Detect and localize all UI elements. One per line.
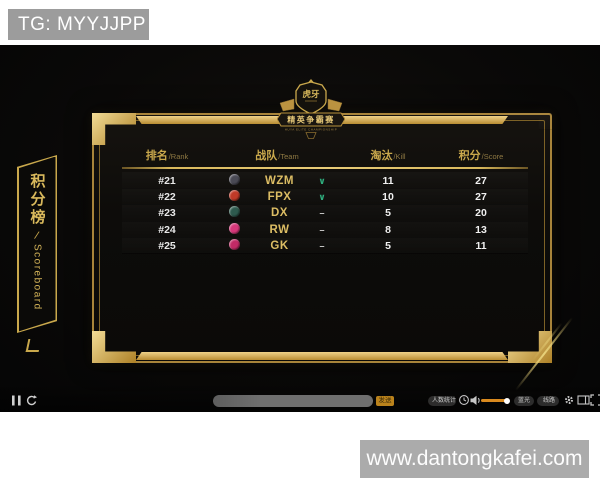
- crest-tail: [305, 132, 317, 139]
- team-header-en: /Team: [278, 152, 299, 161]
- kills-cell: 8: [385, 223, 391, 236]
- scoreboard-title-zh: 积分榜: [28, 172, 46, 227]
- table-row: #25 GK – 5 11: [122, 236, 528, 255]
- frame-corner-top-right: [508, 113, 552, 130]
- team-logo-cell: [212, 188, 257, 206]
- scoreboard-title-en: Scoreboard: [31, 243, 43, 311]
- trend-icon: –: [319, 240, 325, 251]
- kill-column-header: 淘汰/Kill: [342, 146, 434, 164]
- pause-button[interactable]: [10, 394, 23, 407]
- frame-corner-bottom-left: [92, 331, 136, 363]
- score-cell: 27: [475, 191, 487, 204]
- score-cell: 11: [475, 239, 487, 252]
- team-name-cell: WZM: [265, 175, 294, 187]
- rank-cell: #24: [158, 223, 176, 236]
- crest-top-point: [308, 79, 314, 82]
- team-name-cell: FPX: [267, 191, 292, 204]
- gold-chevron-decoration: [25, 339, 42, 352]
- trend-icon: –: [319, 208, 325, 219]
- tournament-crest: 虎牙 精英争霸赛 HUYA ELITE CHAMPIONSHIP: [277, 79, 345, 139]
- frame-corner-top-left: [92, 113, 136, 145]
- crest-brand-text: 虎牙: [302, 89, 320, 99]
- route-label: 线路: [543, 398, 556, 404]
- video-player: 积分榜 / Scoreboard 虎牙: [0, 45, 600, 412]
- refresh-button[interactable]: [25, 394, 38, 407]
- kills-cell: 5: [385, 239, 391, 252]
- score-cell: 13: [475, 223, 487, 236]
- team-logo: [229, 174, 240, 185]
- team-logo-cell: [212, 237, 257, 255]
- scoreboard-side-badge-inner: 积分榜 / Scoreboard: [18, 156, 56, 332]
- team-logo: [229, 238, 240, 250]
- rank-column-header: 排名/Rank: [122, 146, 212, 164]
- team-name-cell: GK: [270, 239, 289, 252]
- clock-icon[interactable]: [458, 394, 471, 407]
- volume-knob[interactable]: [504, 397, 510, 404]
- rank-cell: #22: [158, 191, 176, 204]
- frame-corner-bottom-right: [508, 331, 552, 363]
- rank-cell: #25: [158, 239, 176, 252]
- kill-header-zh: 淘汰: [370, 150, 393, 162]
- rank-cell: #23: [158, 207, 176, 220]
- tg-watermark: TG: MYYJJPP: [8, 9, 149, 40]
- team-logo-cell: [212, 204, 257, 222]
- scoreboard-table: 排名/Rank 战队/Team 淘汰/Kill 积分/Score: [122, 145, 528, 253]
- table-body: #21 WZM ∨ 11 27 #22: [122, 172, 528, 253]
- score-cell: 27: [475, 175, 487, 187]
- theater-mode-icon[interactable]: [577, 394, 590, 407]
- crest-ribbon: [277, 112, 345, 127]
- table-header: 排名/Rank 战队/Team 淘汰/Kill 积分/Score: [122, 145, 528, 165]
- team-logo-cell: [212, 221, 257, 239]
- table-row: #22 FPX ∨ 10 27: [122, 188, 528, 206]
- team-logo: [229, 206, 240, 218]
- rank-cell: #21: [158, 175, 176, 187]
- site-watermark: www.dantongkafei.com: [360, 440, 589, 478]
- rank-header-en: /Rank: [168, 152, 189, 161]
- route-button[interactable]: 线路: [537, 396, 559, 406]
- team-header-zh: 战队: [255, 150, 278, 162]
- table-row: #21 WZM ∨ 11 27: [122, 172, 528, 190]
- volume-slider[interactable]: [481, 397, 510, 404]
- kills-cell: 10: [382, 191, 394, 204]
- fullscreen-icon[interactable]: [590, 394, 600, 407]
- team-name-cell: RW: [269, 223, 290, 236]
- settings-gear-icon[interactable]: [563, 394, 576, 407]
- scoreboard-side-badge: 积分榜 / Scoreboard: [17, 155, 57, 333]
- kills-cell: 5: [385, 207, 391, 220]
- crest-event-text: 精英争霸赛: [287, 115, 335, 125]
- team-name-cell: DX: [271, 207, 288, 220]
- send-button[interactable]: 发送: [376, 396, 394, 406]
- chat-input[interactable]: [213, 395, 373, 407]
- trend-icon: –: [319, 224, 325, 235]
- team-logo: [229, 222, 240, 234]
- crest-event-subtext: HUYA ELITE CHAMPIONSHIP: [285, 128, 338, 132]
- quality-button[interactable]: 蓝光: [514, 396, 534, 406]
- trend-icon: ∨: [318, 175, 326, 186]
- kills-cell: 11: [382, 175, 394, 187]
- feature-pill[interactable]: 人数统计: [428, 396, 456, 406]
- score-column-header: 积分/Score: [434, 146, 528, 164]
- header-underline: [122, 167, 528, 169]
- team-column-header: 战队/Team: [212, 146, 342, 164]
- frame-bottom-band: [136, 352, 508, 360]
- score-header-zh: 积分: [458, 150, 481, 162]
- table-row: #23 DX – 5 20: [122, 204, 528, 222]
- rank-header-zh: 排名: [145, 150, 168, 162]
- kill-header-en: /Kill: [393, 152, 406, 161]
- score-header-en: /Score: [481, 152, 504, 161]
- score-cell: 20: [475, 207, 487, 220]
- trend-icon: ∨: [318, 191, 326, 202]
- team-logo: [229, 190, 240, 202]
- volume-icon[interactable]: [469, 394, 482, 407]
- badge-divider: /: [33, 229, 41, 242]
- crest-right-wing: [327, 98, 343, 112]
- crest-left-wing: [279, 98, 295, 112]
- team-logo-cell: [212, 172, 257, 190]
- scoreboard-frame: 虎牙 精英争霸赛 HUYA ELITE CHAMPIONSHIP 排名/Rank…: [92, 79, 552, 363]
- table-row: #24 RW – 8 13: [122, 220, 528, 239]
